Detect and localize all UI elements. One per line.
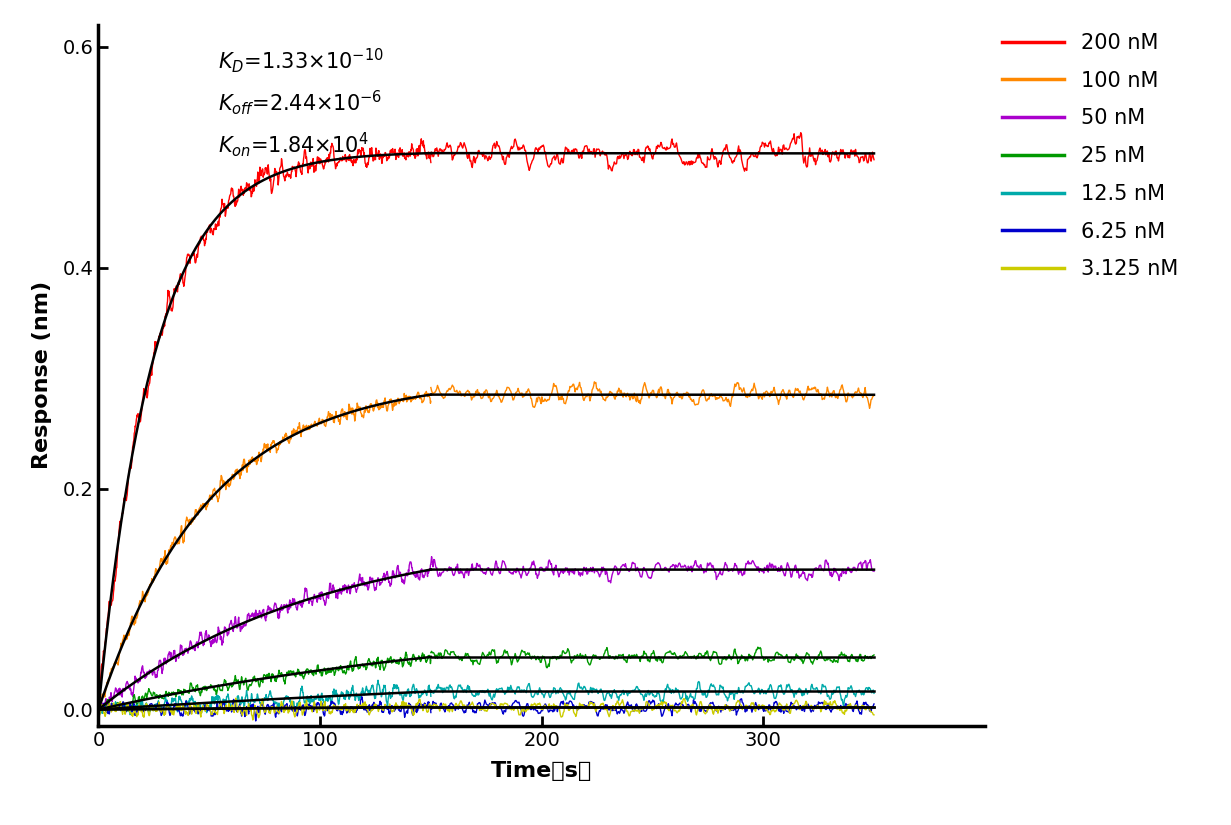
Y-axis label: Response (nm): Response (nm) xyxy=(32,281,52,469)
Legend: 200 nM, 100 nM, 50 nM, 25 nM, 12.5 nM, 6.25 nM, 3.125 nM: 200 nM, 100 nM, 50 nM, 25 nM, 12.5 nM, 6… xyxy=(993,25,1187,288)
X-axis label: Time（s）: Time（s） xyxy=(491,761,592,781)
Text: $K_{D}$=1.33×10$^{-10}$
$K_{off}$=2.44×10$^{-6}$
$K_{on}$=1.84×10$^{4}$: $K_{D}$=1.33×10$^{-10}$ $K_{off}$=2.44×1… xyxy=(218,45,384,159)
